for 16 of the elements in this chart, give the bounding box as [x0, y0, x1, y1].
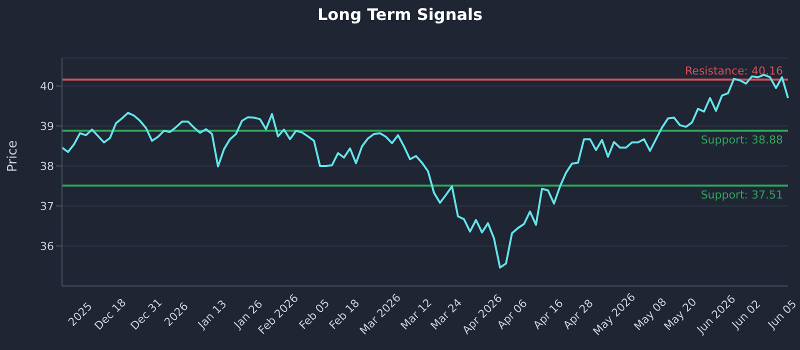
- ref-line-label: Support: 37.51: [700, 188, 783, 202]
- ref-line-label: Resistance: 40.16: [685, 64, 783, 78]
- x-tick-label: Dec 31: [128, 296, 165, 333]
- line-series: [61, 74, 789, 269]
- chart-title: Long Term Signals: [316, 5, 484, 24]
- y-tick-label: 37: [40, 200, 54, 213]
- x-tick-label: Jun 05: [764, 297, 800, 332]
- y-tick-label: 40: [40, 80, 54, 93]
- x-tick-label: Dec 18: [92, 296, 129, 333]
- y-axis-title: Price: [6, 140, 21, 172]
- x-tick-label: Jan 13: [194, 298, 230, 332]
- ref-line-label: Support: 38.88: [700, 134, 783, 147]
- x-tick-label: Apr 16: [530, 296, 566, 332]
- y-tick-label: 39: [40, 120, 54, 133]
- y-tick-label: 38: [40, 160, 54, 173]
- y-tick-label: 36: [40, 240, 54, 253]
